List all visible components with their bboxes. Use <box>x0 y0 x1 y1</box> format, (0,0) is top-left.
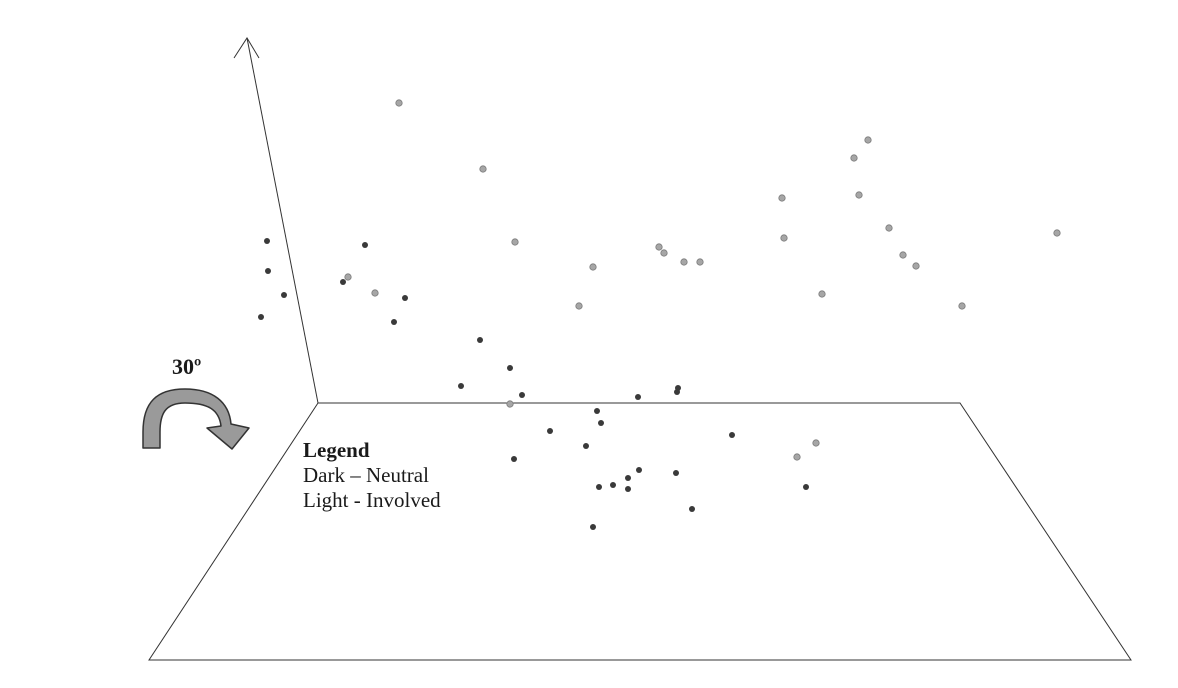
data-point-neutral <box>610 482 616 488</box>
data-point-neutral <box>625 486 631 492</box>
data-point-involved <box>850 154 858 162</box>
data-point-neutral <box>362 242 368 248</box>
data-point-neutral <box>258 314 264 320</box>
data-point-involved <box>395 99 403 107</box>
data-point-neutral <box>458 383 464 389</box>
data-point-involved <box>511 238 519 246</box>
data-point-involved <box>855 191 863 199</box>
data-point-neutral <box>507 365 513 371</box>
legend-title: Legend <box>303 438 370 462</box>
data-point-neutral <box>689 506 695 512</box>
data-point-neutral <box>674 389 680 395</box>
data-point-involved <box>778 194 786 202</box>
data-point-involved <box>506 400 514 408</box>
data-point-neutral <box>598 420 604 426</box>
data-point-involved <box>864 136 872 144</box>
data-point-involved <box>793 453 801 461</box>
vertical-axis <box>246 37 319 404</box>
data-point-neutral <box>265 268 271 274</box>
axis-arrowhead-icon <box>233 37 260 59</box>
rotation-angle-label: 30º <box>172 354 202 379</box>
data-point-involved <box>660 249 668 257</box>
data-point-neutral <box>281 292 287 298</box>
data-point-neutral <box>519 392 525 398</box>
data-point-involved <box>899 251 907 259</box>
data-point-involved <box>479 165 487 173</box>
data-point-involved <box>818 290 826 298</box>
data-point-involved <box>696 258 704 266</box>
data-point-neutral <box>594 408 600 414</box>
data-point-involved <box>344 273 352 281</box>
data-point-neutral <box>636 467 642 473</box>
data-point-involved <box>812 439 820 447</box>
data-point-neutral <box>635 394 641 400</box>
data-point-involved <box>589 263 597 271</box>
data-point-neutral <box>477 337 483 343</box>
data-point-involved <box>912 262 920 270</box>
data-point-involved <box>680 258 688 266</box>
data-point-neutral <box>583 443 589 449</box>
data-point-neutral <box>264 238 270 244</box>
data-point-involved <box>885 224 893 232</box>
data-point-neutral <box>402 295 408 301</box>
data-point-neutral <box>511 456 517 462</box>
data-point-neutral <box>673 470 679 476</box>
data-point-neutral <box>729 432 735 438</box>
data-point-involved <box>780 234 788 242</box>
floor-plane <box>148 402 1132 661</box>
data-point-neutral <box>803 484 809 490</box>
data-point-involved <box>371 289 379 297</box>
data-point-involved <box>655 243 663 251</box>
data-points-layer <box>258 99 1061 530</box>
data-point-neutral <box>391 319 397 325</box>
data-point-involved <box>575 302 583 310</box>
data-point-neutral <box>590 524 596 530</box>
data-point-neutral <box>547 428 553 434</box>
rotation-arrow-icon <box>142 388 250 450</box>
data-point-involved <box>958 302 966 310</box>
data-point-neutral <box>340 279 346 285</box>
data-point-neutral <box>625 475 631 481</box>
legend-entry-dark: Dark – Neutral <box>303 463 429 487</box>
legend: Legend Dark – Neutral Light - Involved <box>303 438 441 513</box>
data-point-involved <box>1053 229 1061 237</box>
data-point-neutral <box>596 484 602 490</box>
legend-entry-light: Light - Involved <box>303 488 441 512</box>
